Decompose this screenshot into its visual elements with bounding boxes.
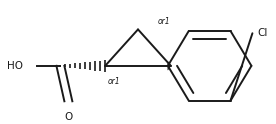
- Text: or1: or1: [108, 77, 121, 86]
- Polygon shape: [168, 62, 171, 70]
- Text: or1: or1: [158, 17, 171, 26]
- Text: Cl: Cl: [258, 28, 268, 38]
- Text: O: O: [64, 112, 73, 122]
- Text: HO: HO: [7, 61, 23, 71]
